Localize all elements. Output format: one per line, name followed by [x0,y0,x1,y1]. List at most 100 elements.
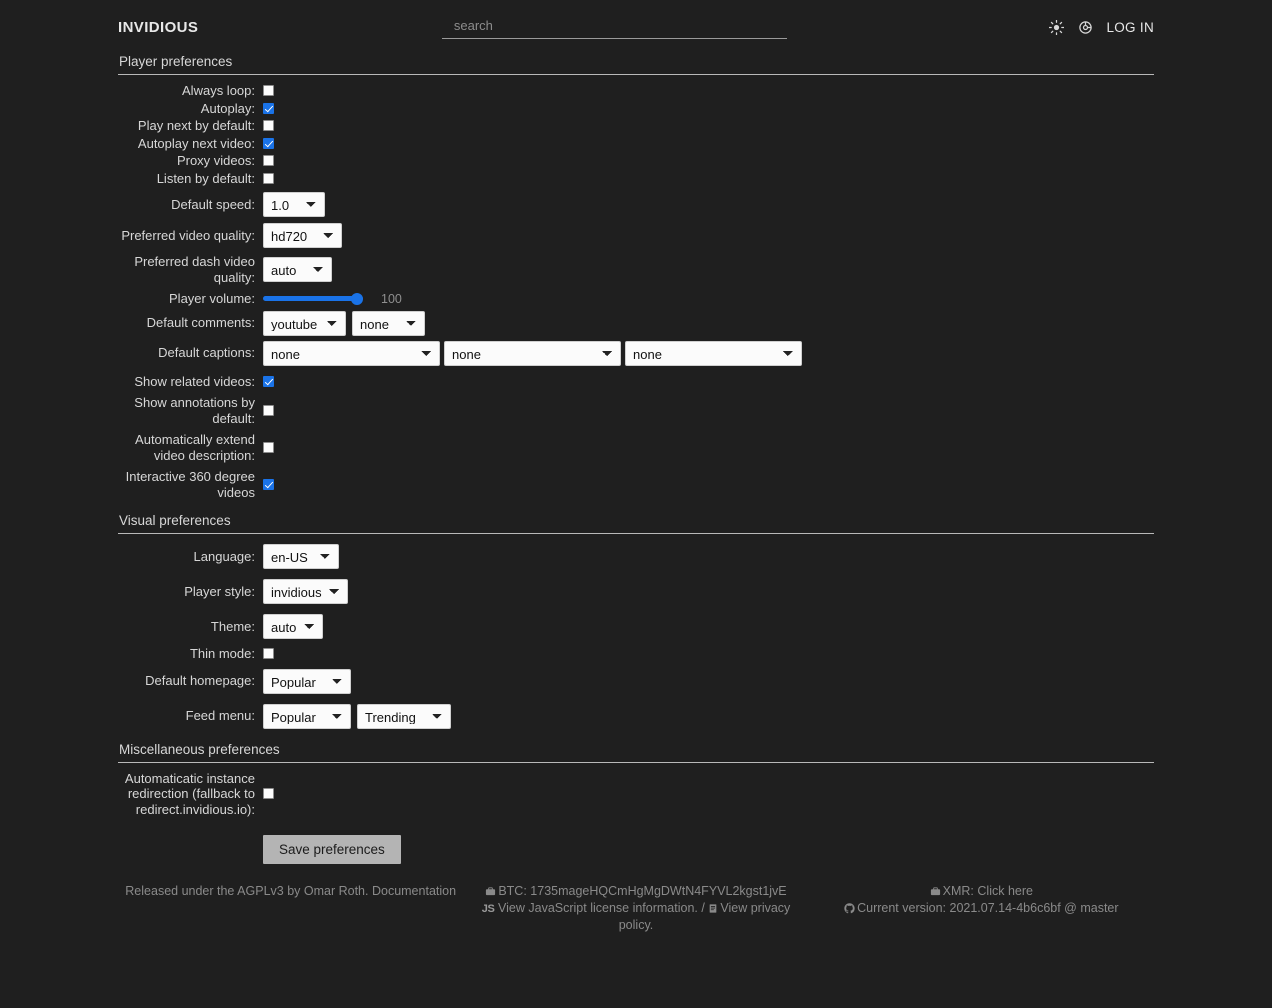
checkbox-always-loop[interactable] [263,85,274,97]
preferences-form: Player preferences Always loop: Autoplay… [118,54,1154,864]
checkbox-interactive-360-degree-videos[interactable] [263,479,274,490]
section-title-misc: Miscellaneous preferences [118,742,1154,763]
checkbox-play-next-by-default[interactable] [263,120,274,132]
login-link[interactable]: LOG IN [1106,19,1154,35]
navbar-right: LOG IN [1048,19,1154,35]
row-feed-menu: Feed menu: Popular Trending [118,703,1154,729]
search-area [198,15,1048,39]
footer-separator: / [701,901,705,915]
footer-xmr-link[interactable]: Click here [977,884,1033,898]
checkbox-autoplay-next-video[interactable] [263,137,274,149]
footer-js-license-link[interactable]: View JavaScript license information. [498,901,698,915]
brand-logo[interactable]: INVIDIOUS [118,18,199,36]
select-feed-menu-1[interactable]: Popular [263,703,351,729]
label-automatically-extend-video-description: Automatically extend video description: [135,432,255,463]
save-spacer [118,835,263,864]
footer-btc-label[interactable]: BTC: [498,884,527,898]
checkbox-listen-by-default[interactable] [263,172,274,184]
footer-xmr-label: XMR: [942,884,974,898]
checkbox-show-related-videos[interactable] [263,375,274,387]
footer-license-text: Released under the AGPLv3 by Omar Roth. [125,884,369,898]
document-icon [708,903,718,918]
footer-left: Released under the AGPLv3 by Omar Roth. … [118,884,463,933]
label-auto-instance-redirection: Automaticatic instance redirection (fall… [124,770,255,817]
select-feed-menu-2[interactable]: Trending [357,703,451,729]
select-preferred-video-quality[interactable]: hd720 [263,223,342,248]
label-preferred-video-quality: Preferred video quality: [121,227,255,243]
footer-center: BTC: 1735mageHQCmHgMgDWtN4FYVL2kgst1jvE … [463,884,808,933]
select-theme[interactable]: auto [263,614,323,639]
row-player-style: Player style: invidious [118,579,1154,604]
row-interactive-360: Interactive 360 degree videos [118,469,1154,500]
label-player-volume: Player volume: [169,291,255,306]
row-default-comments: Default comments: youtube none [118,310,1154,336]
label-preferred-dash-video-quality: Preferred dash video quality: [134,254,255,285]
label-always-loop: Always loop: [182,83,255,98]
label-thin-mode: Thin mode: [189,646,255,661]
label-player-style: Player style: [184,583,255,599]
footer-btc-address: 1735mageHQCmHgMgDWtN4FYVL2kgst1jvE [530,884,787,898]
label-autoplay: Autoplay: [200,100,255,116]
label-default-captions: Default captions: [158,345,255,361]
row-auto-instance-redirection: Automaticatic instance redirection (fall… [118,771,1154,818]
label-interactive-360-degree-videos: Interactive 360 degree videos [125,469,255,500]
search-bar [441,15,787,39]
select-default-captions-3[interactable]: none [625,340,802,366]
row-proxy-videos: Proxy videos: [118,153,1154,169]
row-show-annotations: Show annotations by default: [118,395,1154,426]
save-row: Save preferences [118,835,1154,864]
label-show-related-videos: Show related videos: [134,373,255,389]
select-default-comments-secondary[interactable]: none [352,310,425,336]
checkbox-automatically-extend-video-description[interactable] [263,442,274,453]
row-listen-by-default: Listen by default: [118,171,1154,187]
label-proxy-videos: Proxy videos: [176,153,255,168]
select-language[interactable]: en-US [263,544,339,569]
select-default-captions-1[interactable]: none [263,340,440,366]
label-theme: Theme: [210,618,255,634]
row-player-volume: Player volume: 100 [118,291,1154,307]
save-preferences-button[interactable]: Save preferences [263,835,401,864]
sun-icon[interactable] [1048,19,1064,35]
section-title-player: Player preferences [118,54,1154,75]
player-volume-value: 100 [381,291,402,306]
checkbox-auto-instance-redirection[interactable] [263,788,274,800]
label-autoplay-next-video: Autoplay next video: [137,135,255,151]
label-default-homepage: Default homepage: [145,673,255,689]
label-feed-menu: Feed menu: [185,708,255,724]
select-preferred-dash-video-quality[interactable]: auto [263,257,332,282]
footer-version-link[interactable]: Current version: 2021.07.14-4b6c6bf @ ma… [857,901,1119,915]
row-extend-description: Automatically extend video description: [118,432,1154,463]
checkbox-autoplay[interactable] [263,102,274,114]
row-default-captions: Default captions: none none none [118,340,1154,366]
row-always-loop: Always loop: [118,83,1154,99]
row-autoplay-next-video: Autoplay next video: [118,136,1154,152]
label-language: Language: [193,548,255,564]
select-default-captions-2[interactable]: none [444,340,621,366]
select-default-comments-primary[interactable]: youtube [263,310,346,336]
footer: Released under the AGPLv3 by Omar Roth. … [118,884,1154,933]
row-theme: Theme: auto [118,614,1154,639]
checkbox-proxy-videos[interactable] [263,155,274,167]
row-language: Language: en-US [118,544,1154,569]
github-icon [844,903,855,918]
checkbox-thin-mode[interactable] [263,648,274,660]
select-default-speed[interactable]: 1.0 [263,192,325,217]
row-show-related-videos: Show related videos: [118,374,1154,390]
slider-player-volume[interactable] [263,291,363,306]
select-default-homepage[interactable]: Popular [263,668,351,694]
checkbox-show-annotations-by-default[interactable] [263,405,274,416]
row-default-homepage: Default homepage: Popular [118,668,1154,694]
footer-right: XMR: Click here Current version: 2021.07… [809,884,1154,933]
gear-icon[interactable] [1077,19,1093,35]
row-preferred-video-quality: Preferred video quality: hd720 [118,223,1154,248]
select-player-style[interactable]: invidious [263,579,348,604]
footer-documentation-link[interactable]: Documentation [371,884,457,898]
row-thin-mode: Thin mode: [118,646,1154,662]
footer-privacy-policy-link[interactable]: View privacy policy. [618,901,791,932]
row-default-speed: Default speed: 1.0 [118,192,1154,217]
js-badge-icon: JS [481,903,495,915]
search-input[interactable] [441,15,787,39]
navbar: INVIDIOUS [0,0,1272,54]
briefcase-icon-xmr [930,886,941,901]
